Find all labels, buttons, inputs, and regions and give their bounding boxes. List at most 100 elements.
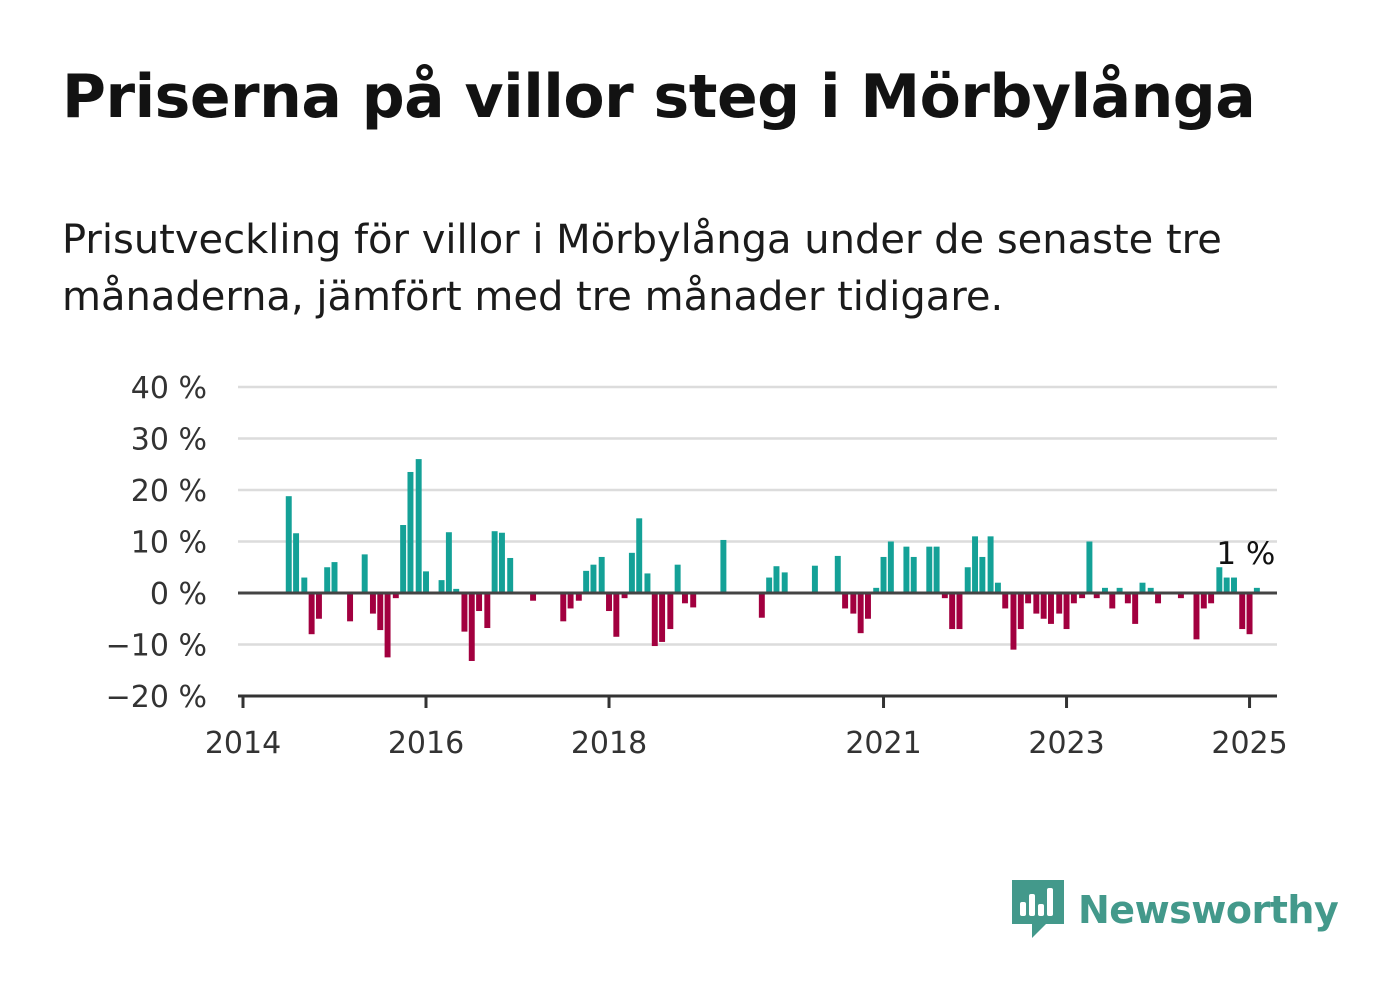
bar-positive	[1116, 587, 1123, 593]
bar-negative	[1132, 593, 1139, 624]
bar-negative	[1002, 593, 1009, 609]
bar-negative	[484, 593, 491, 629]
bar-positive	[887, 541, 894, 593]
bar-positive	[1101, 587, 1108, 593]
x-tick-label: 2023	[1028, 726, 1104, 761]
bar-negative	[651, 593, 658, 647]
bar-positive	[1216, 567, 1223, 593]
bar-negative	[758, 593, 765, 618]
y-tick-label: 40 %	[131, 371, 207, 406]
bar-positive	[331, 562, 338, 593]
bar-positive	[1231, 577, 1237, 593]
bar-negative	[1056, 593, 1063, 614]
bar-negative	[461, 593, 468, 632]
bar-negative	[369, 593, 376, 614]
bar-negative	[941, 593, 948, 599]
bar-positive	[994, 582, 1001, 593]
bar-negative	[956, 593, 963, 630]
bar-positive	[903, 546, 910, 593]
bars	[285, 459, 1260, 661]
bar-negative	[1010, 593, 1017, 650]
bar-positive	[964, 567, 971, 593]
bar-positive	[453, 588, 460, 593]
y-tick-label: 10 %	[131, 526, 207, 561]
x-tick-label: 2025	[1211, 726, 1287, 761]
bar-negative	[613, 593, 620, 637]
bar-positive	[1253, 587, 1260, 593]
bar-positive	[324, 567, 331, 593]
bar-negative	[606, 593, 612, 612]
x-tick-label: 2021	[845, 726, 921, 761]
bar-negative	[1208, 593, 1215, 604]
bar-negative	[1025, 593, 1032, 604]
y-tick-label: −10 %	[106, 629, 207, 664]
bar-positive	[445, 532, 452, 593]
bar-negative	[1070, 593, 1077, 604]
bar-positive	[590, 564, 597, 593]
y-tick-label: −20 %	[106, 680, 207, 715]
bar-negative	[659, 593, 666, 642]
bar-negative	[377, 593, 384, 631]
bar-negative	[865, 593, 871, 619]
bar-positive	[407, 471, 414, 593]
bar-negative	[842, 593, 849, 609]
newsworthy-logo: Newsworthy	[1012, 880, 1339, 940]
bar-negative	[1093, 593, 1100, 599]
bar-negative	[1239, 593, 1246, 630]
bar-positive	[766, 577, 773, 593]
y-tick-label: 30 %	[131, 423, 207, 458]
bar-negative	[1040, 593, 1047, 619]
bar-positive	[926, 546, 933, 593]
bar-positive	[415, 459, 422, 593]
bar-positive	[933, 546, 940, 593]
x-tick-label: 2014	[205, 726, 281, 761]
bar-positive	[972, 536, 979, 593]
bar-negative	[857, 593, 864, 634]
bar-negative	[567, 593, 574, 609]
bar-negative	[1124, 593, 1131, 604]
bar-positive	[491, 531, 498, 593]
bar-positive	[720, 539, 727, 593]
chart-subtitle: Prisutveckling för villor i Mörbylånga u…	[62, 217, 1222, 320]
bar-positive	[773, 566, 780, 593]
bar-negative	[1177, 593, 1184, 599]
bar-positive	[507, 557, 514, 593]
bar-positive	[498, 532, 505, 593]
bar-positive	[583, 570, 590, 593]
bar-positive	[438, 580, 445, 593]
bar-negative	[690, 593, 697, 608]
gridlines	[238, 385, 1277, 646]
bar-negative	[1155, 593, 1162, 604]
bar-positive	[834, 555, 841, 593]
bar-negative	[575, 593, 582, 601]
bar-positive	[598, 556, 605, 593]
bar-positive	[674, 564, 681, 593]
bar-negative	[667, 593, 674, 630]
bar-positive	[301, 577, 308, 593]
bar-positive	[1086, 541, 1093, 593]
bar-negative	[476, 593, 483, 612]
bar-negative	[1200, 593, 1207, 609]
y-tick-label: 0 %	[150, 577, 207, 612]
bar-negative	[308, 593, 315, 635]
bar-negative	[850, 593, 857, 614]
bar-positive	[636, 518, 643, 593]
x-tick-label: 2016	[388, 726, 464, 761]
bar-positive	[285, 496, 292, 593]
bar-negative	[530, 593, 537, 601]
bar-positive	[910, 556, 917, 593]
bar-negative	[560, 593, 567, 622]
chart-title: Priserna på villor steg i Mörbylånga	[62, 62, 1256, 132]
bar-positive	[644, 573, 651, 593]
bar-negative	[1048, 593, 1054, 624]
axes	[238, 591, 1277, 708]
bar-negative	[347, 593, 354, 622]
bar-positive	[1223, 577, 1230, 593]
bar-positive	[293, 533, 300, 593]
y-tick-label: 20 %	[131, 474, 207, 509]
axis-labels: −20 % −10 % 0 % 10 % 20 % 30 % 40 % 2014 2016 201…	[106, 371, 1288, 761]
brand-name: Newsworthy	[1078, 888, 1339, 932]
bar-positive	[1139, 582, 1146, 593]
bar-positive	[880, 556, 887, 593]
bar-positive	[979, 556, 986, 593]
